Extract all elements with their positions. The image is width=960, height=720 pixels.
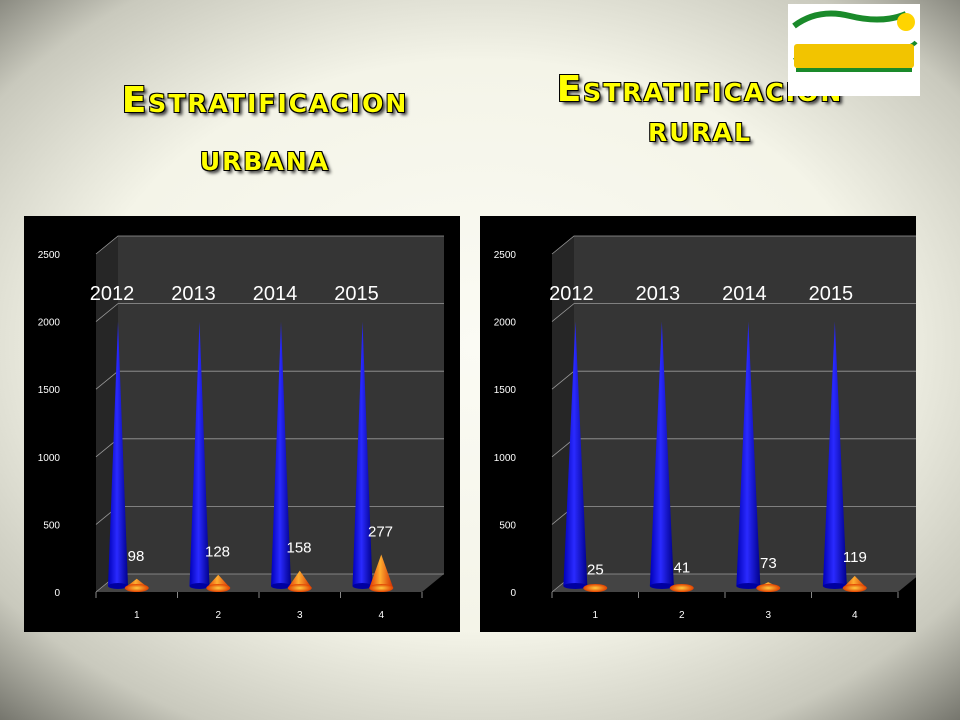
- blue-cone: [352, 321, 373, 586]
- year-label: 2015: [809, 283, 854, 305]
- blue-cone: [822, 321, 847, 586]
- orange-cone-base: [756, 584, 781, 592]
- title-urbana-line1: Estratificacion: [121, 80, 409, 121]
- data-label: 98: [128, 548, 145, 565]
- gridline: [551, 235, 920, 255]
- year-label: 2013: [171, 283, 216, 305]
- blue-cone: [108, 321, 129, 586]
- orange-cone-base: [124, 584, 149, 592]
- title-rural-line2: rural: [647, 109, 753, 150]
- data-label: 25: [587, 562, 604, 579]
- orange-cone-base: [287, 584, 312, 592]
- y-tick-label: 500: [499, 520, 516, 531]
- x-tick-label: 3: [297, 610, 303, 621]
- orange-cone-base: [369, 584, 394, 592]
- blue-cone-base: [108, 583, 129, 589]
- y-tick-label: 500: [43, 520, 60, 531]
- orange-cone-base: [583, 584, 608, 592]
- y-tick-label: 2500: [494, 250, 517, 261]
- orange-cone: [369, 554, 394, 588]
- data-label: 41: [674, 559, 691, 576]
- data-label: 119: [843, 549, 867, 566]
- blue-cone-base: [563, 583, 588, 589]
- chart-urbana-svg: 0 500 1000 1500 2000 2500 1 2 3 4 98 2012 128 2013 158…: [38, 235, 444, 621]
- blue-cone-base: [822, 583, 847, 589]
- y-tick-label: 0: [54, 588, 60, 599]
- year-label: 2012: [90, 283, 135, 305]
- blue-cone: [563, 321, 588, 586]
- blue-cone: [649, 321, 674, 586]
- chart-rural-svg: 0 500 1000 1500 2000 2500 1 2 3 4 25 2012 41 2013 73 20…: [494, 235, 920, 621]
- blue-cone: [189, 321, 210, 586]
- blue-cone-base: [271, 583, 292, 589]
- blue-cone-base: [736, 583, 761, 589]
- y-tick-label: 1000: [494, 453, 517, 464]
- y-tick-label: 2000: [494, 318, 517, 329]
- orange-cone-base: [206, 584, 231, 592]
- chart-rural: 0 500 1000 1500 2000 2500 1 2 3 4 25 2012 41 2013 73 20…: [480, 216, 920, 632]
- orange-cone: [287, 570, 312, 588]
- y-tick-label: 2000: [38, 318, 61, 329]
- x-tick-label: 1: [592, 610, 598, 621]
- x-tick-label: 2: [679, 610, 685, 621]
- x-tick-label: 4: [378, 610, 384, 621]
- blue-cone-base: [352, 583, 373, 589]
- x-tick-label: 3: [765, 610, 771, 621]
- data-label: 158: [286, 540, 311, 557]
- year-label: 2015: [334, 283, 379, 305]
- x-tick-label: 4: [852, 610, 858, 621]
- blue-cone-base: [649, 583, 674, 589]
- title-urbana-line2: urbana: [199, 138, 331, 179]
- blue-cone-base: [189, 583, 210, 589]
- data-label: 277: [368, 524, 393, 541]
- gridline: [95, 303, 444, 322]
- year-label: 2013: [636, 283, 681, 305]
- data-label: 73: [760, 555, 777, 572]
- x-tick-label: 2: [215, 610, 221, 621]
- y-tick-label: 2500: [38, 250, 61, 261]
- chart-urbana: 0 500 1000 1500 2000 2500 1 2 3 4 98 2012 128 2013 158…: [24, 216, 460, 632]
- blue-cone: [736, 321, 761, 586]
- y-tick-label: 0: [510, 588, 516, 599]
- year-label: 2014: [722, 283, 767, 305]
- data-label: 128: [205, 544, 230, 561]
- orange-cone-base: [669, 584, 694, 592]
- gridline: [95, 235, 444, 255]
- y-tick-label: 1500: [494, 385, 517, 396]
- year-label: 2014: [253, 283, 298, 305]
- y-tick-label: 1500: [38, 385, 61, 396]
- x-tick-label: 1: [134, 610, 140, 621]
- san-martin-logo: [788, 4, 920, 96]
- blue-cone: [271, 321, 292, 586]
- orange-cone-base: [842, 584, 867, 592]
- year-label: 2012: [549, 283, 594, 305]
- title-urbana: Estratificacion urbana: [60, 72, 470, 188]
- y-tick-label: 1000: [38, 453, 61, 464]
- gridline: [551, 303, 920, 322]
